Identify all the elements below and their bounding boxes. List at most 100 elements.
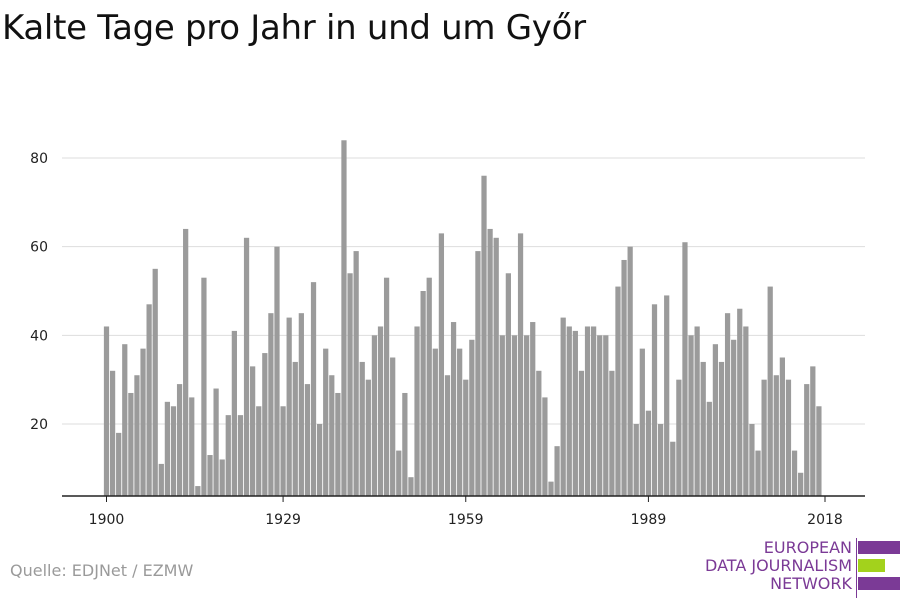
bar-1968 xyxy=(517,233,524,496)
bar-1966 xyxy=(505,273,511,496)
bar-1935 xyxy=(317,424,323,496)
logo-divider xyxy=(856,538,857,598)
bar-1988 xyxy=(639,348,645,496)
bar-2011 xyxy=(779,357,785,496)
bar-1904 xyxy=(128,392,134,496)
bar-1949 xyxy=(402,392,408,496)
x-axis: 1900 1929 1959 1989 2018 xyxy=(62,495,865,528)
logo-line-3: NETWORK xyxy=(770,574,852,593)
bar-1965 xyxy=(499,335,505,496)
bar-2000 xyxy=(712,344,719,496)
logo-bar-purple-bottom xyxy=(858,577,900,590)
bar-1918 xyxy=(213,388,219,496)
x-tick-label: 1929 xyxy=(265,512,301,528)
bar-1986 xyxy=(627,246,633,496)
bar-2005 xyxy=(743,326,749,496)
bar-1971 xyxy=(536,370,542,496)
bar-1911 xyxy=(170,406,177,496)
edjnet-logo[interactable]: EUROPEAN DATA JOURNALISM NETWORK xyxy=(700,538,900,598)
bar-1907 xyxy=(146,304,152,496)
bar-1944 xyxy=(371,335,378,496)
x-tick-label: 1959 xyxy=(448,512,484,528)
bar-1975 xyxy=(560,317,566,496)
bar-1947 xyxy=(390,357,396,496)
bar-1967 xyxy=(511,335,518,496)
bar-1990 xyxy=(651,304,658,496)
bar-1953 xyxy=(426,277,432,496)
bar-1961 xyxy=(475,251,481,496)
bar-1970 xyxy=(530,322,536,496)
bar-1959 xyxy=(463,379,469,496)
bar-2017 xyxy=(816,406,822,496)
bar-2007 xyxy=(755,450,761,496)
bar-1978 xyxy=(578,370,585,496)
bar-1915 xyxy=(195,486,201,496)
bar-1997 xyxy=(694,326,700,496)
bar-1938 xyxy=(335,392,341,496)
bar-1969 xyxy=(524,335,530,496)
bar-1981 xyxy=(597,335,603,496)
bar-1920 xyxy=(225,415,231,496)
bar-2009 xyxy=(767,286,773,496)
logo-bar-purple-top xyxy=(858,541,900,554)
bar-1956 xyxy=(444,375,451,496)
bar-2014 xyxy=(798,472,804,496)
chart-title: Kalte Tage pro Jahr in und um Győr xyxy=(2,8,586,48)
bar-1973 xyxy=(548,481,554,496)
bar-1941 xyxy=(353,251,359,496)
bar-1934 xyxy=(310,282,317,496)
bar-1955 xyxy=(438,233,445,496)
bar-1926 xyxy=(262,353,268,496)
bar-1987 xyxy=(633,424,639,496)
bar-1906 xyxy=(140,348,146,496)
bar-1929 xyxy=(280,406,286,496)
logo-line-1: EUROPEAN xyxy=(763,538,852,557)
bar-1957 xyxy=(450,322,457,496)
bar-1921 xyxy=(231,330,237,496)
bar-2010 xyxy=(773,375,779,496)
bar-1998 xyxy=(700,361,706,496)
bar-2001 xyxy=(718,361,725,496)
x-tick-label: 1900 xyxy=(89,512,125,528)
bar-1922 xyxy=(237,415,244,496)
bar-2006 xyxy=(749,424,755,496)
bar-1923 xyxy=(243,237,250,497)
bar-2012 xyxy=(785,379,792,496)
bar-1912 xyxy=(176,384,183,496)
logo-bar-green xyxy=(858,559,885,572)
bar-1995 xyxy=(682,242,688,496)
bar-1933 xyxy=(304,384,311,496)
source-note: Quelle: EDJNet / EZMW xyxy=(10,561,194,580)
bar-2013 xyxy=(791,450,798,496)
bar-1945 xyxy=(377,326,384,496)
bar-2003 xyxy=(731,339,737,496)
bar-1958 xyxy=(457,348,463,496)
bar-1977 xyxy=(572,330,578,496)
bar-1936 xyxy=(323,348,329,496)
bar-1917 xyxy=(207,455,213,496)
bar-1937 xyxy=(329,375,335,496)
bar-1994 xyxy=(676,379,682,496)
bar-1963 xyxy=(487,228,493,496)
bar-1985 xyxy=(621,259,627,496)
bar-1902 xyxy=(116,432,122,496)
bar-1930 xyxy=(286,317,292,496)
bar-1942 xyxy=(359,361,365,496)
bar-1951 xyxy=(414,326,420,496)
bar-1901 xyxy=(109,370,116,496)
bar-1909 xyxy=(158,463,164,496)
y-tick-label: 20 xyxy=(30,417,48,433)
bar-1943 xyxy=(365,379,371,496)
bar-1925 xyxy=(256,406,262,496)
x-tick-label: 1989 xyxy=(631,512,667,528)
bar-2016 xyxy=(810,366,816,496)
bar-1980 xyxy=(591,326,597,496)
bar-1950 xyxy=(408,477,414,496)
bar-1948 xyxy=(396,450,402,496)
bar-1989 xyxy=(645,410,652,496)
bar-1964 xyxy=(493,237,499,497)
y-tick-label: 40 xyxy=(30,328,48,344)
bar-1900 xyxy=(103,326,110,496)
bar-1916 xyxy=(201,277,207,496)
